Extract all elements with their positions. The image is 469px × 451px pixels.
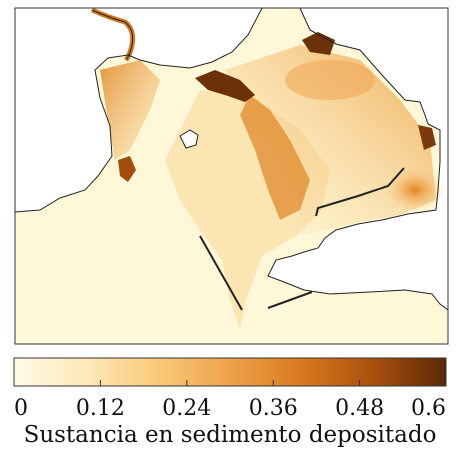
island [179,129,199,149]
deposit-dark-4 [418,125,436,150]
plume-west [100,60,160,160]
deposit-dark-3 [118,156,136,182]
colorbar-tick-label: 0.48 [335,396,384,421]
colorbar-label: Sustancia en sedimento depositado [24,422,437,448]
colorbar-tick-label: 0.12 [76,396,125,421]
colorbar-ticks: 0 0.12 0.24 0.36 0.48 0.6 [13,380,447,421]
coastline [15,8,448,311]
river-channel [90,8,136,62]
sediment-map [14,7,449,345]
deposit-dark-1 [195,70,255,102]
river-bank [91,9,134,61]
plume-spot-north [285,60,375,100]
colorbar-tick-label: 0.24 [162,396,211,421]
colorbar-bar [13,357,447,387]
deposit-dark-2 [302,32,335,55]
plume-spot-east [385,168,445,212]
plume-channel [240,95,310,220]
breakwater-west [199,235,243,311]
breakwater-east [315,167,405,217]
colorbar-tick-label: 0 [14,396,28,421]
colorbar: 0 0.12 0.24 0.36 0.48 0.6 Sustancia en sedime… [13,357,447,448]
colorbar-tick-label: 0.36 [249,396,298,421]
colorbar-tick-label: 0.6 [411,396,446,421]
map-border [14,7,449,345]
breakwater-south [267,291,313,309]
